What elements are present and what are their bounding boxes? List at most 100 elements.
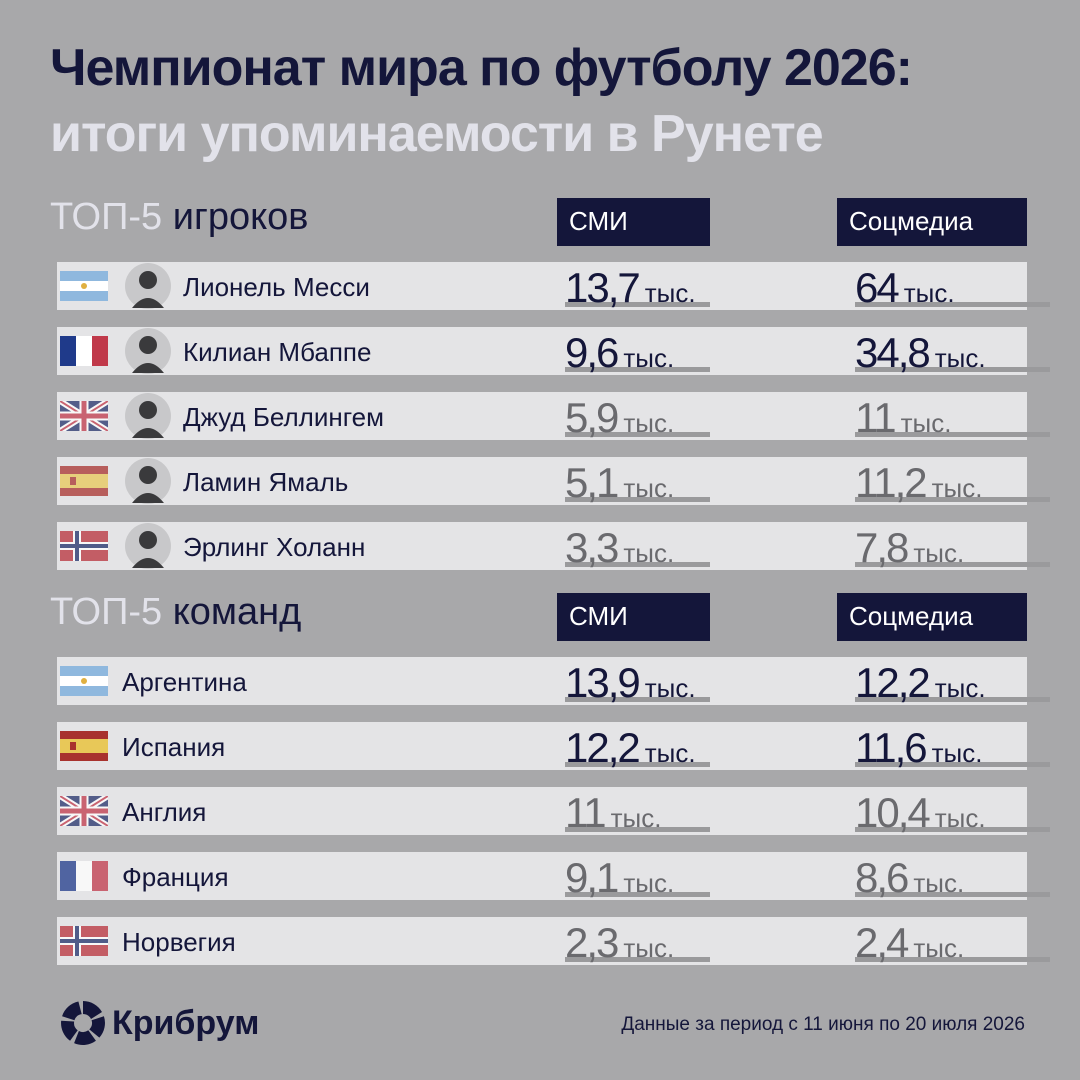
metric-value: 12,2 xyxy=(565,724,641,771)
underline xyxy=(855,762,1050,767)
underline xyxy=(565,892,710,897)
underline xyxy=(855,697,1050,702)
metric-cell: 5,1 тыс. xyxy=(565,459,674,507)
title: Чемпионат мира по футболу 2026: xyxy=(50,39,913,97)
metric-unit: тыс. xyxy=(934,803,986,833)
metric-unit: тыс. xyxy=(913,538,965,568)
metric-cell: 11,2 тыс. xyxy=(855,459,982,507)
player-photo xyxy=(125,263,171,309)
row-name: Испания xyxy=(122,732,226,762)
metric-value: 2,4 xyxy=(855,919,909,966)
flag xyxy=(60,336,108,366)
metric-cell: 12,2 тыс. xyxy=(565,724,696,772)
flag xyxy=(60,531,108,561)
underline xyxy=(565,762,710,767)
table-row: Франция 9,1 тыс. 8,6 тыс. xyxy=(57,852,1050,902)
metric-value: 5,1 xyxy=(565,459,619,506)
underline xyxy=(855,562,1050,567)
metric-value: 11,6 xyxy=(855,724,928,771)
table-row: Джуд Беллингем 5,9 тыс. 11 тыс. xyxy=(57,392,1050,442)
metric-unit: тыс. xyxy=(931,738,983,768)
section-heading: ТОП-5 игроков xyxy=(50,196,308,239)
flag xyxy=(60,666,108,696)
metric-cell: 34,8 тыс. xyxy=(855,329,986,377)
metric-value: 11 xyxy=(855,394,897,441)
metric-value: 34,8 xyxy=(855,329,931,376)
underline xyxy=(855,827,1050,832)
metric-unit: тыс. xyxy=(644,278,696,308)
underline xyxy=(855,302,1050,307)
row-name: Аргентина xyxy=(122,667,247,697)
flag xyxy=(60,926,108,956)
flag xyxy=(60,401,108,431)
metric-value: 7,8 xyxy=(855,524,909,571)
flag xyxy=(60,861,108,891)
player-photo xyxy=(125,458,171,504)
underline xyxy=(565,432,710,437)
flag xyxy=(60,466,108,496)
flag xyxy=(60,271,108,301)
metric-cell: 11 тыс. xyxy=(855,394,951,442)
table-row: Ламин Ямаль 5,1 тыс. 11,2 тыс. xyxy=(57,457,1050,507)
underline xyxy=(565,697,710,702)
metric-cell: 5,9 тыс. xyxy=(565,394,674,442)
player-photo xyxy=(125,328,171,374)
metric-unit: тыс. xyxy=(623,343,675,373)
row-name: Франция xyxy=(122,862,229,892)
player-photo xyxy=(125,393,171,439)
metric-value: 3,3 xyxy=(565,524,619,571)
flag xyxy=(60,731,108,761)
table-row: Килиан Мбаппе 9,6 тыс. 34,8 тыс. xyxy=(57,327,1050,377)
metric-cell: 11,6 тыс. xyxy=(855,724,982,772)
metric-unit: тыс. xyxy=(644,673,696,703)
metric-cell: 64 тыс. xyxy=(855,264,955,312)
metric-unit: тыс. xyxy=(934,673,986,703)
brand: Крибрум xyxy=(112,1004,260,1042)
table-row: Норвегия 2,3 тыс. 2,4 тыс. xyxy=(57,917,1050,967)
metric-unit: тыс. xyxy=(913,933,965,963)
underline xyxy=(855,367,1050,372)
flag xyxy=(60,796,108,826)
table-row: Лионель Месси 13,7 тыс. 64 тыс. xyxy=(57,262,1050,312)
metric-unit: тыс. xyxy=(623,473,675,503)
table-row: Аргентина 13,9 тыс. 12,2 тыс. xyxy=(57,657,1050,707)
underline xyxy=(565,302,710,307)
metric-unit: тыс. xyxy=(610,803,662,833)
underline xyxy=(565,827,710,832)
section-label: команд xyxy=(172,591,302,633)
table-row: Эрлинг Холанн 3,3 тыс. 7,8 тыс. xyxy=(57,522,1050,571)
underline xyxy=(565,957,710,962)
metric-value: 12,2 xyxy=(855,659,931,706)
column-header: СМИ xyxy=(557,198,710,246)
metric-unit: тыс. xyxy=(903,278,955,308)
section-label: игроков xyxy=(172,196,309,238)
metric-value: 10,4 xyxy=(855,789,931,836)
metric-value: 9,1 xyxy=(565,854,619,901)
logo-icon xyxy=(61,1001,105,1045)
metric-unit: тыс. xyxy=(623,408,675,438)
metric-unit: тыс. xyxy=(623,538,675,568)
row-name: Килиан Мбаппе xyxy=(183,337,372,367)
metric-value: 2,3 xyxy=(565,919,619,966)
metric-cell: 9,1 тыс. xyxy=(565,854,674,902)
metric-cell: 13,7 тыс. xyxy=(565,264,696,312)
section-prefix: ТОП-5 xyxy=(50,196,163,238)
metric-cell: 10,4 тыс. xyxy=(855,789,986,837)
metric-cell: 2,3 тыс. xyxy=(565,919,674,967)
metric-unit: тыс. xyxy=(644,738,696,768)
metric-cell: 11 тыс. xyxy=(565,789,661,837)
metric-cell: 8,6 тыс. xyxy=(855,854,964,902)
metric-value: 11,2 xyxy=(855,459,928,506)
metric-unit: тыс. xyxy=(931,473,983,503)
underline xyxy=(855,957,1050,962)
underline xyxy=(565,367,710,372)
metric-cell: 12,2 тыс. xyxy=(855,659,986,707)
column-header: СМИ xyxy=(557,593,710,641)
underline xyxy=(565,562,710,567)
row-name: Эрлинг Холанн xyxy=(183,532,366,562)
metric-value: 13,9 xyxy=(565,659,641,706)
metric-value: 5,9 xyxy=(565,394,619,441)
footnote: Данные за период с 11 июня по 20 июля 20… xyxy=(621,1014,1025,1035)
metric-value: 8,6 xyxy=(855,854,909,901)
